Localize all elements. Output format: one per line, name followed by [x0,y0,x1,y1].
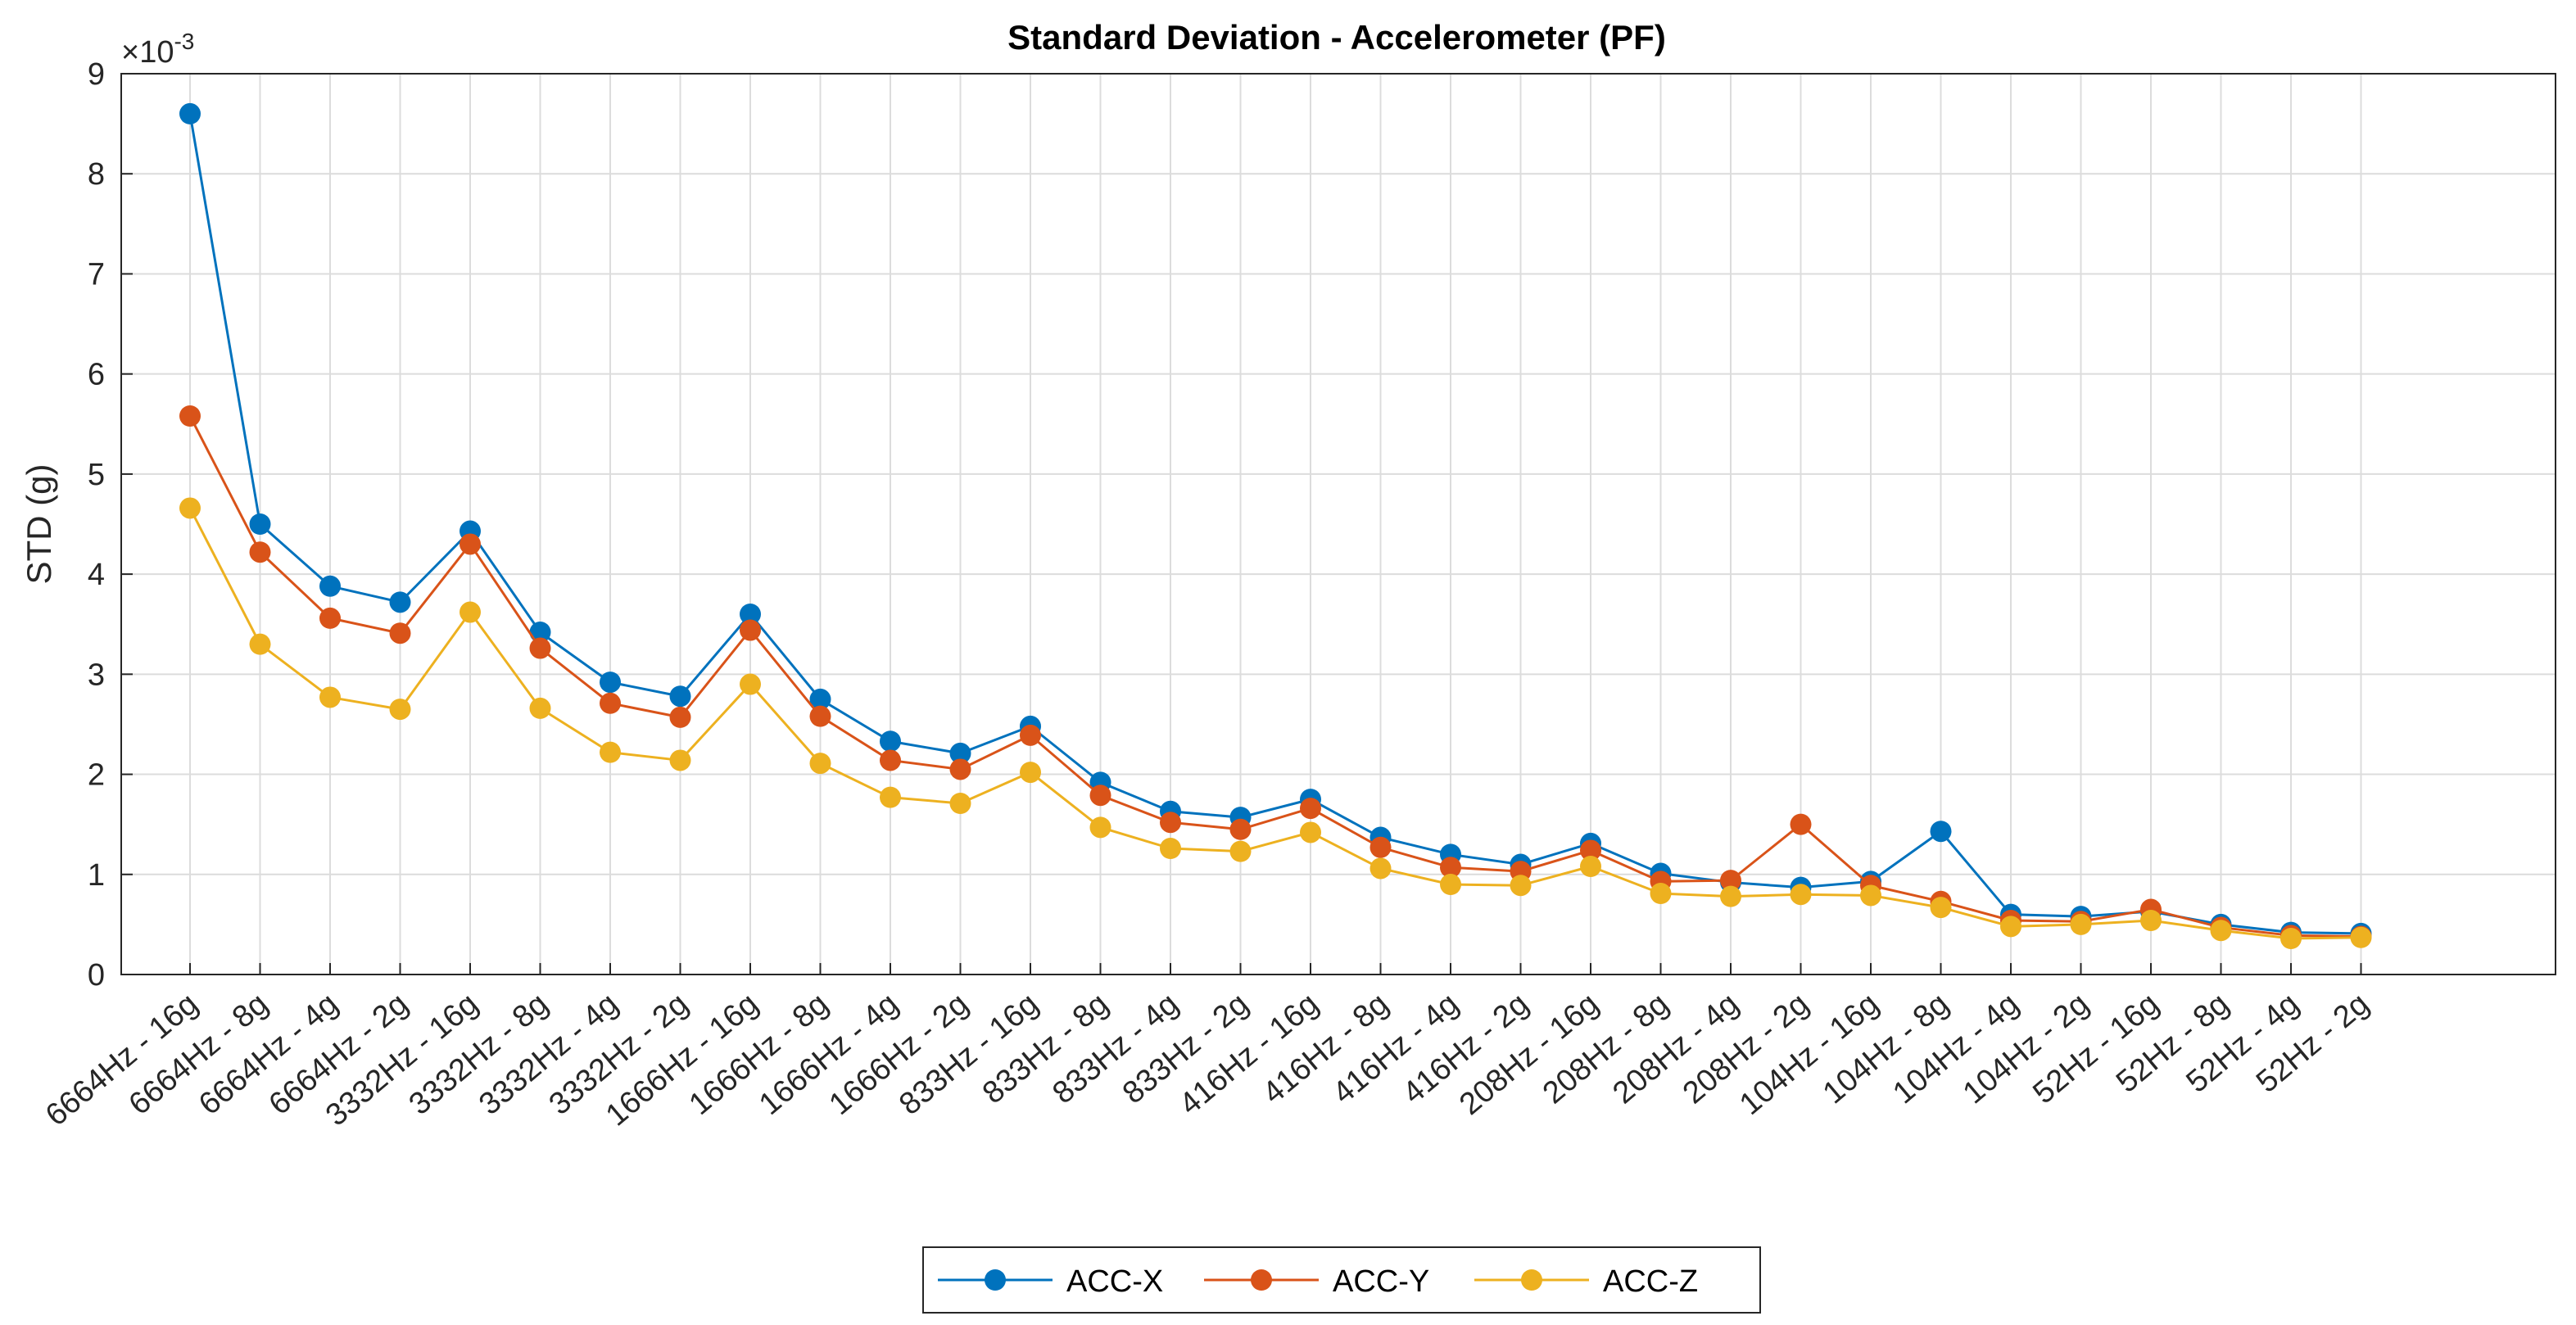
legend: ACC-X ACC-Y ACC-Z [922,1246,1761,1314]
legend-marker-acc-y [1251,1269,1272,1291]
point-acc-y [1020,724,1041,746]
point-acc-z [1300,821,1321,843]
legend-label-acc-z: ACC-Z [1603,1264,1698,1299]
y-tick-label: 7 [88,257,105,292]
point-acc-z [880,786,901,808]
point-acc-x [880,730,901,753]
point-acc-z [1020,762,1041,784]
point-acc-x [1930,821,1952,843]
point-acc-z [2000,916,2021,938]
y-tick-label: 4 [88,558,105,592]
point-acc-z [1930,897,1952,919]
point-acc-y [1229,818,1252,840]
point-acc-z [179,497,201,519]
point-acc-x [600,672,621,694]
y-tick-label: 9 [88,57,105,92]
point-acc-y [1440,857,1461,879]
point-acc-z [2070,913,2092,935]
point-acc-z [600,741,621,763]
point-acc-x [949,742,971,764]
point-acc-y [669,706,691,728]
series-line-acc-y [188,415,2361,938]
point-acc-x [740,604,761,625]
point-acc-y [1160,812,1181,834]
point-acc-z [1720,885,1741,907]
point-acc-x [179,102,201,124]
series-line-acc-x [188,113,2361,935]
legend-label-acc-x: ACC-X [1066,1264,1163,1299]
point-acc-y [460,533,481,555]
point-acc-z [389,699,411,721]
legend-entry-acc-z: ACC-Z [1474,1264,1698,1299]
point-acc-y [880,749,901,771]
point-acc-y [1720,870,1741,892]
point-acc-z [669,749,691,771]
point-acc-z [809,753,831,775]
point-acc-z [1229,840,1252,862]
series-line-acc-z [188,507,2361,940]
point-acc-x [669,685,691,708]
point-acc-z [2350,926,2372,948]
point-acc-y [1369,836,1392,858]
point-acc-z [2210,920,2232,942]
point-acc-y [1300,798,1321,820]
point-acc-y [249,541,271,563]
point-acc-z [1790,884,1812,906]
point-acc-y [1089,785,1111,807]
point-acc-y [389,622,411,644]
point-acc-y [1580,839,1601,861]
y-tick-label: 5 [88,458,105,492]
series-layer [179,102,2372,949]
point-acc-z [949,793,971,814]
point-acc-z [1160,838,1181,859]
y-tick-label: 3 [88,658,105,692]
grid-layer [121,73,2556,975]
y-tick-label: 6 [88,358,105,392]
y-tick-label: 1 [88,858,105,893]
point-acc-z [1089,816,1111,839]
legend-label-acc-y: ACC-Y [1333,1264,1429,1299]
plot-area [120,73,2556,975]
y-axis: 0 1 2 3 4 5 6 7 8 9 [88,57,133,993]
point-acc-x [529,622,551,643]
point-acc-y [179,405,201,427]
point-acc-y [319,607,341,629]
point-acc-y [740,619,761,641]
legend-entry-acc-x: ACC-X [938,1264,1163,1299]
point-acc-z [1860,884,1881,907]
point-acc-y [1790,813,1812,835]
point-acc-x [249,513,271,535]
point-acc-z [2140,910,2162,931]
point-acc-z [1580,856,1601,877]
y-tick-label: 0 [88,958,105,993]
y-multiplier-label: ×10-3 [121,29,194,70]
point-acc-z [1650,883,1672,904]
point-acc-z [1369,857,1392,880]
point-acc-y [529,637,551,659]
point-acc-x [319,575,341,597]
legend-marker-acc-z [1521,1269,1542,1291]
y-tick-label: 2 [88,758,105,793]
point-acc-z [740,673,761,695]
point-acc-z [319,686,341,708]
point-acc-z [1510,875,1532,897]
point-acc-x [389,591,411,613]
point-acc-z [249,633,271,655]
point-acc-z [2280,928,2302,949]
legend-entry-acc-y: ACC-Y [1204,1264,1429,1299]
point-acc-z [460,601,481,623]
y-axis-label: STD (g) [20,464,58,585]
legend-box [922,1246,1761,1314]
point-acc-z [529,697,551,719]
y-tick-label: 8 [88,157,105,192]
chart-title: Standard Deviation - Accelerometer (PF) [1007,18,1666,57]
point-acc-y [949,758,971,780]
point-acc-y [809,705,831,727]
legend-marker-acc-x [985,1269,1006,1291]
point-acc-y [600,692,621,714]
point-acc-x [809,688,831,710]
point-acc-z [1440,874,1461,895]
